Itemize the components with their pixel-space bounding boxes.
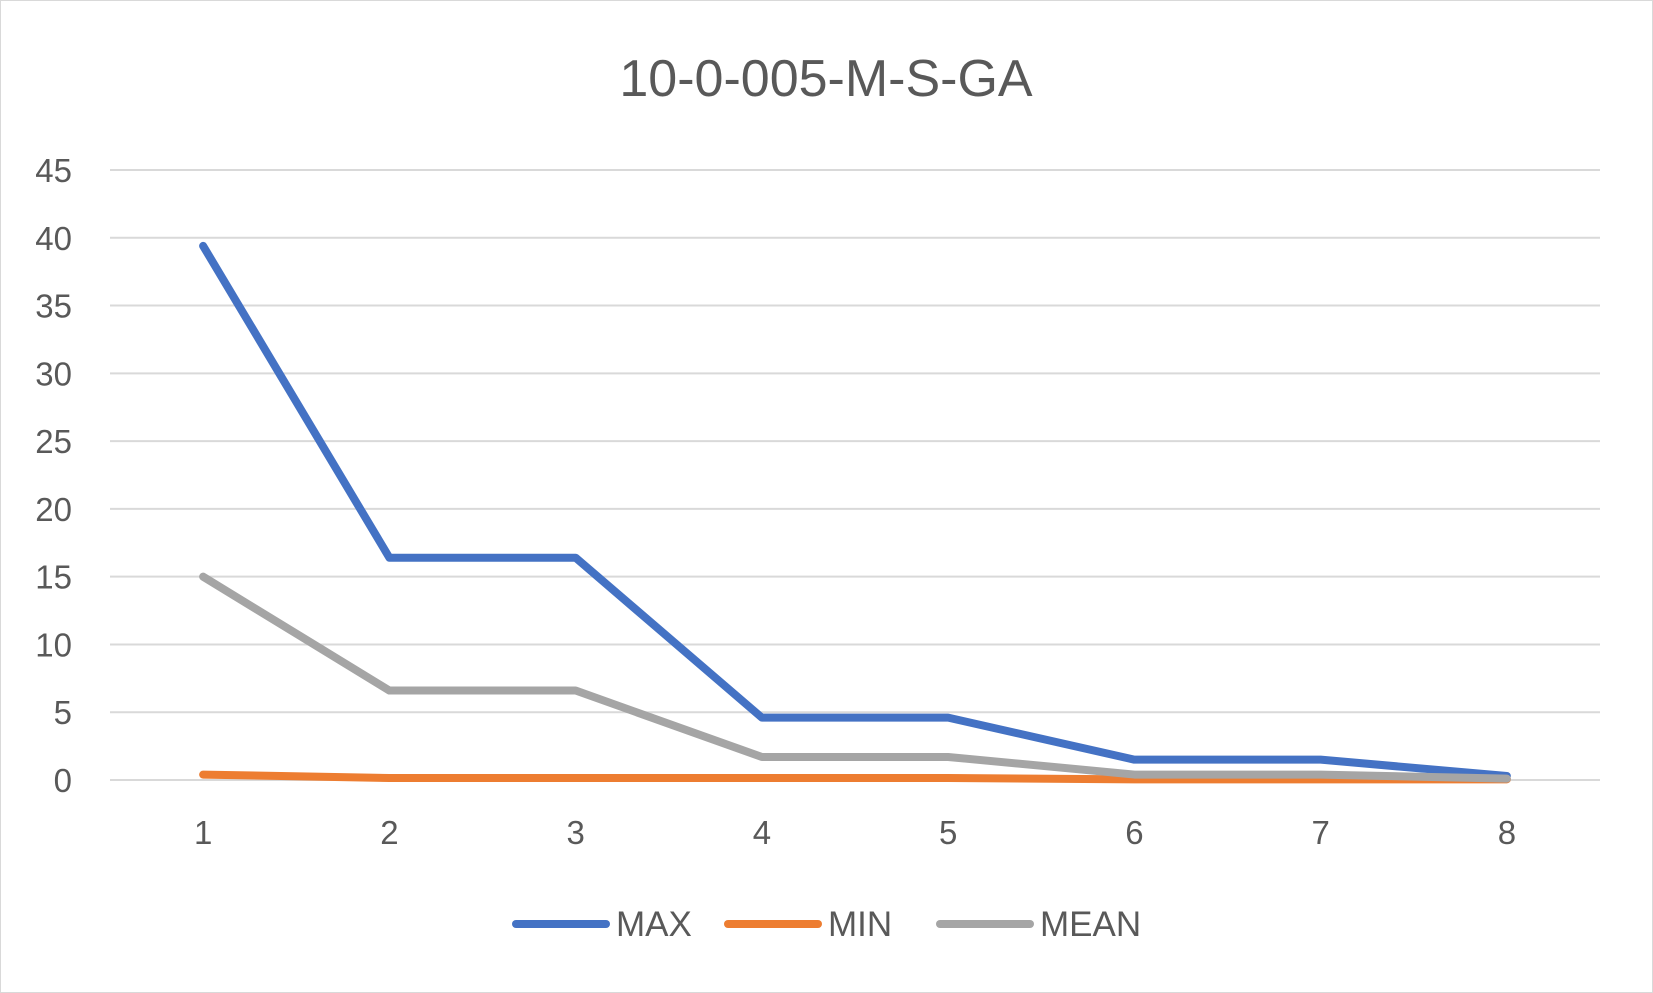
- x-tick-label: 8: [1498, 814, 1516, 851]
- y-tick-label: 15: [35, 559, 72, 596]
- y-tick-label: 20: [35, 491, 72, 528]
- x-tick-label: 3: [566, 814, 584, 851]
- x-tick-label: 2: [380, 814, 398, 851]
- legend: MAX MIN MEAN: [512, 905, 1141, 944]
- x-tick-label: 6: [1125, 814, 1143, 851]
- y-axis-ticks: 0 5 10 15 20 25 30 35 40 45: [35, 152, 72, 799]
- series-line-max: [199, 241, 1511, 780]
- y-tick-label: 40: [35, 220, 72, 257]
- legend-label-min: MIN: [828, 905, 892, 944]
- x-tick-label: 5: [939, 814, 957, 851]
- y-tick-label: 25: [35, 423, 72, 460]
- y-tick-label: 0: [54, 762, 72, 799]
- legend-label-max: MAX: [616, 905, 692, 944]
- series-lines: [199, 241, 1511, 784]
- y-tick-label: 10: [35, 626, 72, 663]
- x-tick-label: 7: [1311, 814, 1329, 851]
- y-tick-label: 35: [35, 288, 72, 325]
- series-line-min: [199, 770, 1511, 784]
- x-tick-label: 4: [753, 814, 771, 851]
- chart-title: 10-0-005-M-S-GA: [619, 50, 1033, 108]
- x-tick-label: 1: [194, 814, 212, 851]
- gridlines: [110, 169, 1600, 781]
- y-tick-label: 5: [54, 694, 72, 731]
- y-tick-label: 45: [35, 152, 72, 189]
- x-axis-ticks: 1 2 3 4 5 6 7 8: [194, 814, 1516, 851]
- series-line-mean: [199, 572, 1511, 783]
- y-tick-label: 30: [35, 355, 72, 392]
- legend-label-mean: MEAN: [1040, 905, 1141, 944]
